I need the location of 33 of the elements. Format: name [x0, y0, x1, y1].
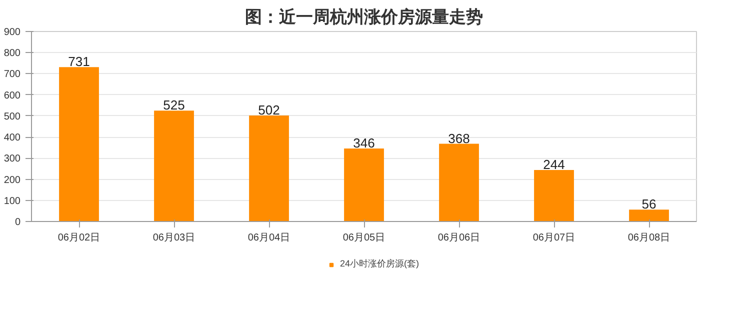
x-tick-label: 06月02日 [58, 232, 100, 244]
bar [59, 67, 99, 222]
bar [154, 110, 194, 222]
bar [249, 116, 289, 222]
data-label: 244 [543, 156, 565, 172]
y-tick-label: 200 [4, 174, 21, 186]
data-label: 368 [448, 130, 470, 146]
data-label: 731 [68, 54, 90, 70]
legend-label: 24小时涨价房源(套) [340, 258, 420, 270]
y-tick-label: 900 [4, 27, 21, 38]
y-tick-label: 400 [4, 132, 21, 144]
y-tick-label: 700 [4, 69, 21, 80]
bar [439, 144, 479, 222]
x-tick-label: 06月04日 [248, 232, 290, 244]
y-tick-label: 500 [4, 111, 21, 122]
bar [534, 170, 574, 222]
bar [629, 210, 669, 222]
y-tick-label: 300 [4, 154, 21, 165]
x-tick-label: 06月03日 [152, 232, 196, 244]
x-tick-label: 06月08日 [628, 232, 670, 244]
y-tick-label: 600 [4, 90, 21, 102]
chart-title: 图：近一周杭州涨价房源量走势 [245, 8, 483, 26]
data-label: 525 [163, 98, 185, 113]
x-tick-label: 06月05日 [342, 232, 386, 244]
data-label: 56 [642, 196, 656, 212]
y-tick-label: 800 [4, 48, 21, 60]
data-label: 502 [258, 102, 280, 118]
bar [344, 148, 384, 222]
y-tick-label: 0 [14, 217, 21, 228]
data-label: 346 [353, 135, 375, 150]
x-tick-label: 06月06日 [438, 232, 480, 244]
y-tick-label: 100 [4, 196, 21, 207]
x-tick-label: 06月07日 [532, 232, 576, 244]
